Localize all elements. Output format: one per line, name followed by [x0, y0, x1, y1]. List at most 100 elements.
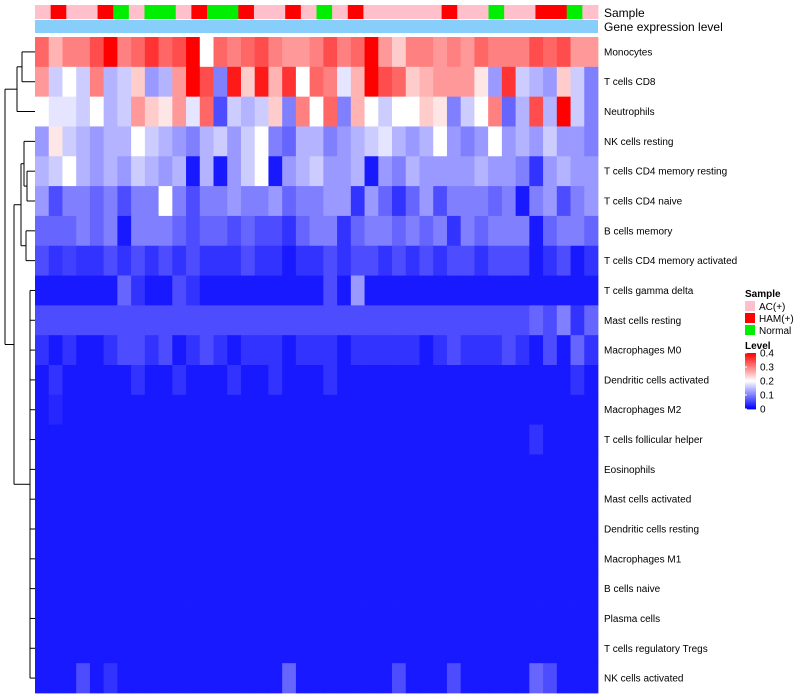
heatmap-cell [584, 215, 599, 247]
gene-expression-annotation-bar [35, 20, 598, 33]
sample-annotation-cell [441, 5, 458, 19]
heatmap-cell [405, 37, 420, 68]
heatmap-cell [213, 215, 228, 247]
heatmap-cell [474, 484, 489, 515]
heatmap-cell [35, 394, 50, 426]
heatmap-cell [89, 96, 105, 127]
heatmap-cell [337, 305, 352, 336]
heatmap-cell [350, 96, 365, 127]
sample-annotation-cell [50, 5, 67, 19]
heatmap-cell [405, 96, 420, 127]
heatmap-cell [488, 96, 503, 127]
heatmap-cell [282, 573, 297, 604]
heatmap-cell [556, 573, 571, 604]
heatmap-cell [446, 454, 462, 485]
heatmap-cell [76, 335, 91, 366]
heatmap-cell [295, 514, 311, 545]
heatmap-cell [529, 573, 544, 604]
heatmap-cell [364, 245, 379, 276]
sample-annotation-cell [66, 5, 83, 19]
heatmap-cell [186, 543, 201, 575]
heatmap-cell [89, 275, 105, 306]
heatmap-cell [337, 186, 352, 217]
heatmap-cell [62, 126, 77, 157]
heatmap-cell [501, 514, 517, 545]
heatmap-cell [392, 603, 407, 634]
heatmap-cell [76, 365, 91, 396]
heatmap-cell [240, 245, 256, 276]
heatmap-cell [144, 454, 159, 485]
legend-colorbar-segment [745, 378, 756, 380]
sample-annotation-cell [519, 5, 536, 19]
heatmap-cell [227, 275, 242, 306]
heatmap-cell [282, 275, 297, 306]
heatmap-cell [501, 96, 517, 127]
heatmap-cell [446, 126, 462, 157]
heatmap-cell [419, 514, 434, 545]
heatmap-cell [117, 514, 132, 545]
heatmap-cell [323, 37, 338, 68]
legend-tick-label: 0 [760, 405, 766, 416]
heatmap-cell [433, 454, 448, 485]
heatmap-cell [529, 484, 544, 515]
heatmap-cell [240, 663, 256, 694]
legend-colorbar-segment [745, 357, 756, 359]
heatmap-cell [405, 305, 420, 336]
heatmap-cell [419, 335, 434, 366]
heatmap-cell [405, 245, 420, 276]
heatmap-cell [172, 126, 187, 157]
heatmap-cell [474, 96, 489, 127]
heatmap-cell [584, 186, 599, 217]
heatmap-cell [35, 663, 50, 694]
heatmap-cell [35, 454, 50, 485]
sample-annotation-cell [285, 5, 302, 19]
heatmap-cell [117, 573, 132, 604]
heatmap-cell [144, 543, 159, 575]
heatmap-cell [103, 663, 118, 694]
sample-annotation-cell [81, 5, 98, 19]
heatmap-cell [584, 275, 599, 306]
heatmap-cell [474, 365, 489, 396]
heatmap-cell [295, 335, 311, 366]
heatmap-cell [460, 66, 475, 98]
sample-annotation-cell [207, 5, 224, 19]
heatmap-cell [103, 335, 118, 366]
heatmap-cell [529, 275, 544, 306]
heatmap-cell [364, 365, 379, 396]
heatmap-cell [337, 245, 352, 276]
heatmap-cell [378, 156, 393, 187]
heatmap-cell [419, 424, 434, 455]
heatmap-cell [76, 424, 91, 455]
heatmap-cell [295, 186, 311, 217]
heatmap-cell [35, 245, 50, 276]
heatmap-cell [529, 335, 544, 366]
legend-sample-label: HAM(+) [759, 314, 794, 325]
heatmap-cell [76, 543, 91, 575]
heatmap-cell [240, 365, 256, 396]
heatmap-cell [323, 305, 338, 336]
heatmap-cell [268, 66, 283, 98]
heatmap-cell [460, 186, 475, 217]
heatmap-cell [323, 335, 338, 366]
heatmap-cell [227, 37, 242, 68]
heatmap-cell [186, 394, 201, 426]
heatmap-cell [570, 275, 585, 306]
sample-annotation-cell [566, 5, 583, 19]
heatmap-cell [515, 96, 530, 127]
heatmap-cell [474, 245, 489, 276]
heatmap-cell [62, 543, 77, 575]
heatmap-cell [419, 215, 434, 247]
heatmap-cell [584, 394, 599, 426]
heatmap-cell [282, 633, 297, 664]
heatmap-cell [488, 543, 503, 575]
heatmap-cell [144, 96, 159, 127]
heatmap-cell [144, 126, 159, 157]
heatmap-cell [213, 126, 228, 157]
heatmap-cell [186, 66, 201, 98]
heatmap-cell [117, 365, 132, 396]
heatmap-cell [282, 126, 297, 157]
heatmap-cell [254, 514, 269, 545]
heatmap-cell [570, 156, 585, 187]
heatmap-cell [460, 484, 475, 515]
